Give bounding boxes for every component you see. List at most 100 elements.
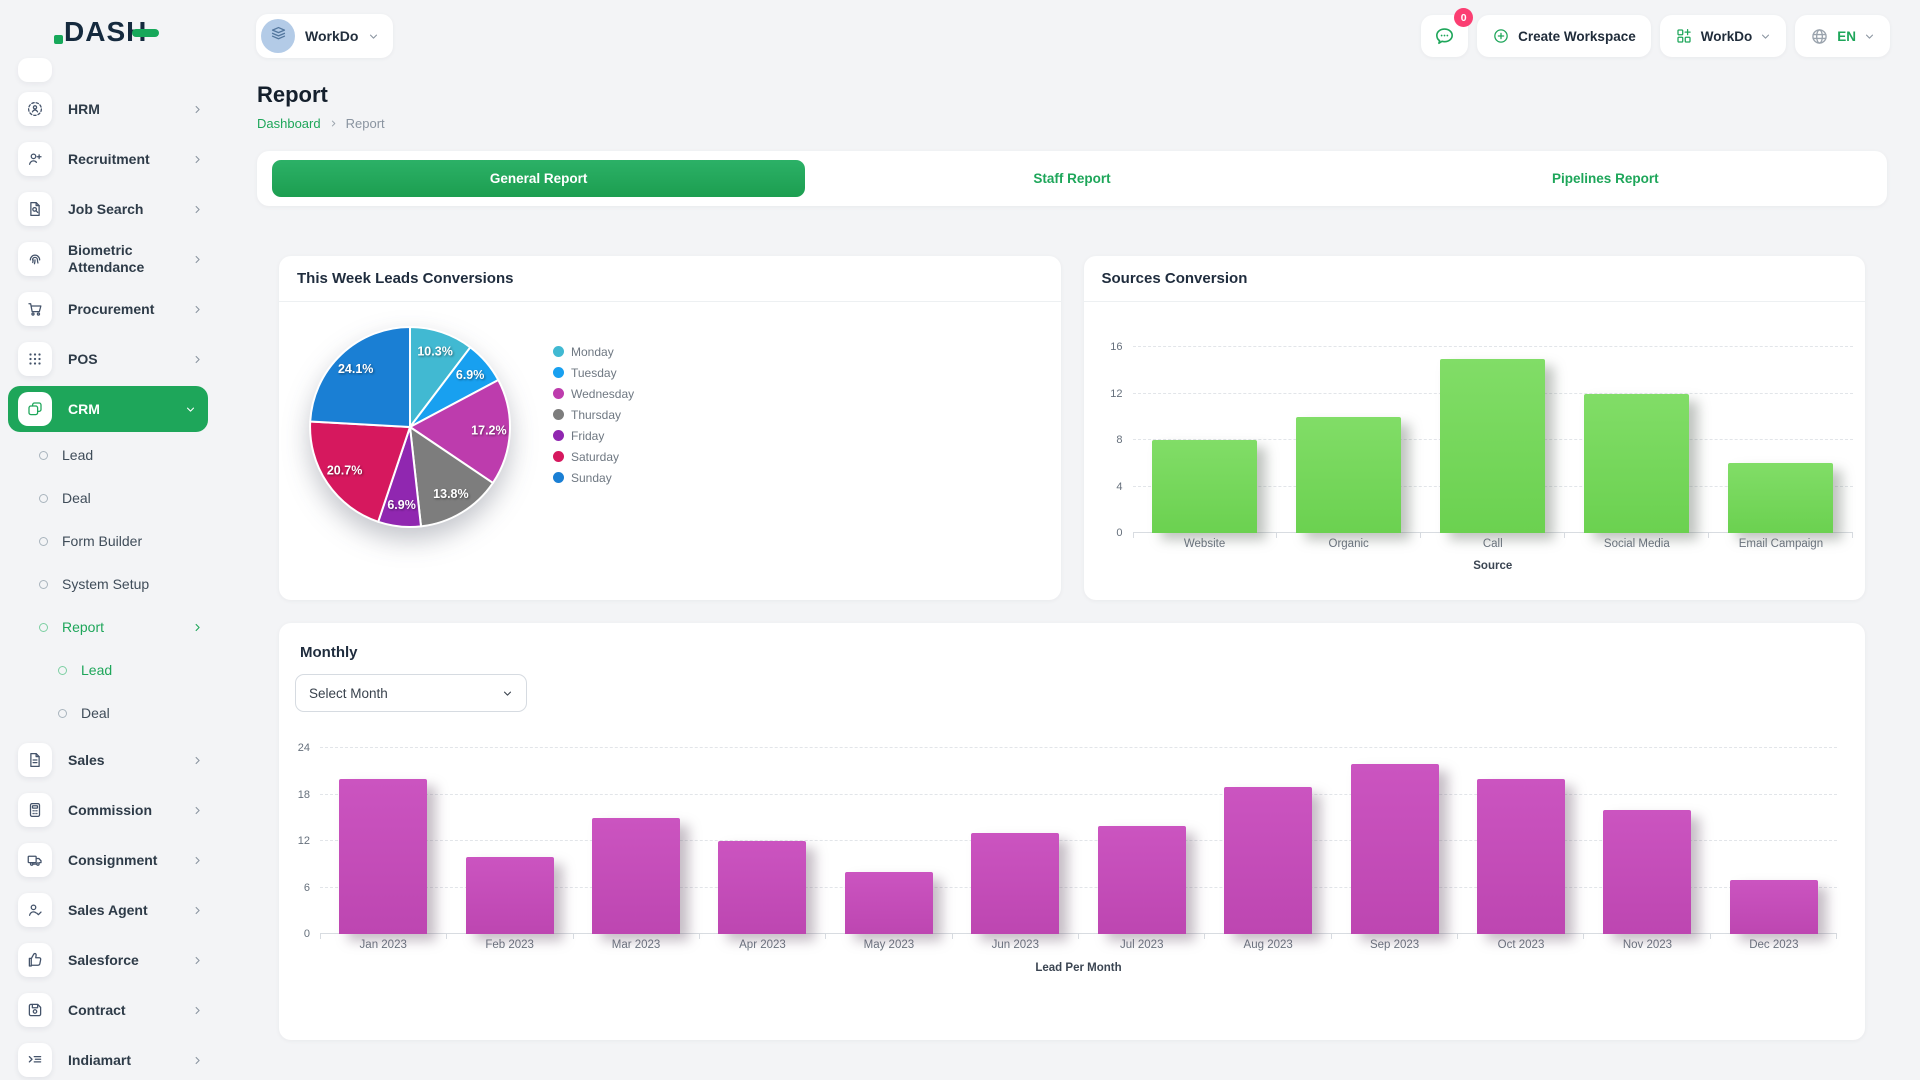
sidebar-item-label: Procurement — [68, 300, 155, 317]
legend-item-wednesday[interactable]: Wednesday — [553, 383, 634, 404]
pie-value-label: 13.8% — [433, 487, 468, 501]
legend-label: Sunday — [571, 470, 612, 485]
messages-button[interactable]: 0 — [1421, 8, 1474, 57]
x-category-label: Organic — [1328, 538, 1369, 550]
bar-slot — [1458, 748, 1584, 934]
bar-oct-2023 — [1477, 779, 1565, 934]
workspace-pill[interactable]: WorkDo — [256, 14, 394, 58]
breadcrumb-dashboard-link[interactable]: Dashboard — [257, 116, 321, 131]
sidebar-item-deal[interactable]: Deal — [0, 692, 216, 735]
legend-item-monday[interactable]: Monday — [553, 341, 634, 362]
language-selector[interactable]: EN — [1795, 15, 1890, 57]
month-select[interactable]: Select Month — [295, 674, 527, 712]
pie-value-label: 6.9% — [456, 368, 485, 382]
workspace-avatar — [261, 19, 295, 53]
sidebar-item-label: Report — [62, 619, 105, 636]
leads-card-title: This Week Leads Conversions — [279, 256, 1061, 302]
bar-slot — [699, 748, 825, 934]
workspace-switcher-label: WorkDo — [1700, 28, 1753, 44]
sidebar-item-indiamart[interactable]: Indiamart — [0, 1035, 216, 1080]
logo-accent-dot — [54, 35, 63, 44]
axis-tick — [1584, 934, 1711, 939]
y-tick-label: 18 — [297, 788, 310, 801]
legend-item-saturday[interactable]: Saturday — [553, 446, 634, 467]
chat-bubble-icon — [1433, 25, 1456, 48]
legend-item-thursday[interactable]: Thursday — [553, 404, 634, 425]
legend-dot — [553, 346, 564, 357]
x-category-label: Website — [1183, 538, 1226, 550]
breadcrumb: Dashboard Report — [257, 116, 1887, 131]
legend-item-tuesday[interactable]: Tuesday — [553, 362, 634, 383]
sidebar-item-sales[interactable]: Sales — [0, 735, 216, 785]
recruitment-icon — [18, 142, 52, 176]
sidebar-item-sales-agent[interactable]: Sales Agent — [0, 885, 216, 935]
sidebar-item-label: Indiamart — [68, 1051, 132, 1068]
chevron-right-icon — [192, 104, 203, 115]
bar-slot — [1277, 347, 1421, 533]
sidebar-item-consignment[interactable]: Consignment — [0, 835, 216, 885]
bar-social-media — [1584, 393, 1690, 533]
tab-staff-report[interactable]: Staff Report — [1033, 171, 1111, 186]
workspace-switcher[interactable]: WorkDo — [1659, 15, 1787, 57]
axis-tick — [826, 934, 953, 939]
x-category-label: Aug 2023 — [1243, 939, 1293, 951]
hrm-icon — [18, 92, 52, 126]
sidebar-item-label: Salesforce — [68, 951, 139, 968]
plus-circle-icon — [1492, 27, 1510, 45]
sidebar-item-pos[interactable]: POS — [0, 334, 216, 384]
sidebar-item-deal[interactable]: Deal — [0, 477, 216, 520]
create-workspace-button[interactable]: Create Workspace — [1477, 15, 1651, 57]
month-select-value: Select Month — [309, 685, 388, 701]
sidebar-item-recruitment[interactable]: Recruitment — [0, 134, 216, 184]
sidebar-item-label: POS — [68, 350, 98, 367]
chevron-right-icon — [192, 855, 203, 866]
sidebar-item-lead[interactable]: Lead — [0, 649, 216, 692]
y-tick-label: 8 — [1116, 434, 1123, 446]
bar-apr-2023 — [718, 841, 807, 934]
legend-item-sunday[interactable]: Sunday — [553, 467, 634, 488]
sidebar-item-label: Sales — [68, 751, 105, 768]
sidebar-item-salesforce[interactable]: Salesforce — [0, 935, 216, 985]
legend-label: Wednesday — [571, 386, 635, 401]
bar-slot — [1421, 347, 1565, 533]
indiamart-icon — [18, 1043, 52, 1077]
bar-aug-2023 — [1224, 786, 1313, 934]
sidebar-item-system-setup[interactable]: System Setup — [0, 563, 216, 606]
monthly-title: Monthly — [300, 644, 358, 661]
bar-organic — [1296, 416, 1402, 533]
pie-value-label: 17.2% — [471, 423, 506, 437]
bar-call — [1440, 358, 1546, 533]
x-axis-line — [320, 933, 1837, 934]
x-category-label: Email Campaign — [1738, 538, 1824, 550]
sidebar-item-report[interactable]: Report — [0, 606, 216, 649]
chevron-down-icon — [185, 404, 196, 415]
sidebar-item-contract[interactable]: Contract — [0, 985, 216, 1035]
sidebar-item-hrm[interactable]: HRM — [0, 84, 216, 134]
legend-dot — [553, 451, 564, 462]
chevron-right-icon — [192, 304, 203, 315]
sidebar-item-commission[interactable]: Commission — [0, 785, 216, 835]
y-tick-label: 12 — [297, 835, 310, 847]
chevron-right-icon — [192, 805, 203, 816]
axis-tick — [1421, 533, 1566, 538]
sidebar-item-job-search[interactable]: Job Search — [0, 184, 216, 234]
sources-bars — [1133, 347, 1854, 533]
sources-xlabels: Website Organic Call Social Media Email Camp… — [1133, 538, 1854, 550]
sidebar-item-form-builder[interactable]: Form Builder — [0, 520, 216, 563]
tab-general-report[interactable]: General Report — [272, 160, 806, 197]
bar-slot — [1709, 347, 1853, 533]
bullet-circle-icon — [39, 623, 48, 632]
y-tick-label: 16 — [1110, 341, 1123, 353]
chevron-right-icon — [192, 955, 203, 966]
sidebar-item-lead[interactable]: Lead — [0, 434, 216, 477]
sidebar-item-procurement[interactable]: Procurement — [0, 284, 216, 334]
sidebar-item-biometric-attendance[interactable]: Biometric Attendance — [0, 234, 216, 284]
legend-label: Thursday — [571, 407, 622, 422]
app-logo[interactable]: DASH — [0, 14, 216, 50]
sidebar-item-crm[interactable]: CRM — [8, 386, 208, 432]
gridline — [320, 793, 1837, 795]
bullet-circle-icon — [39, 580, 48, 589]
legend-item-friday[interactable]: Friday — [553, 425, 634, 446]
breadcrumb-current: Report — [345, 116, 385, 131]
tab-pipelines-report[interactable]: Pipelines Report — [1552, 171, 1659, 186]
